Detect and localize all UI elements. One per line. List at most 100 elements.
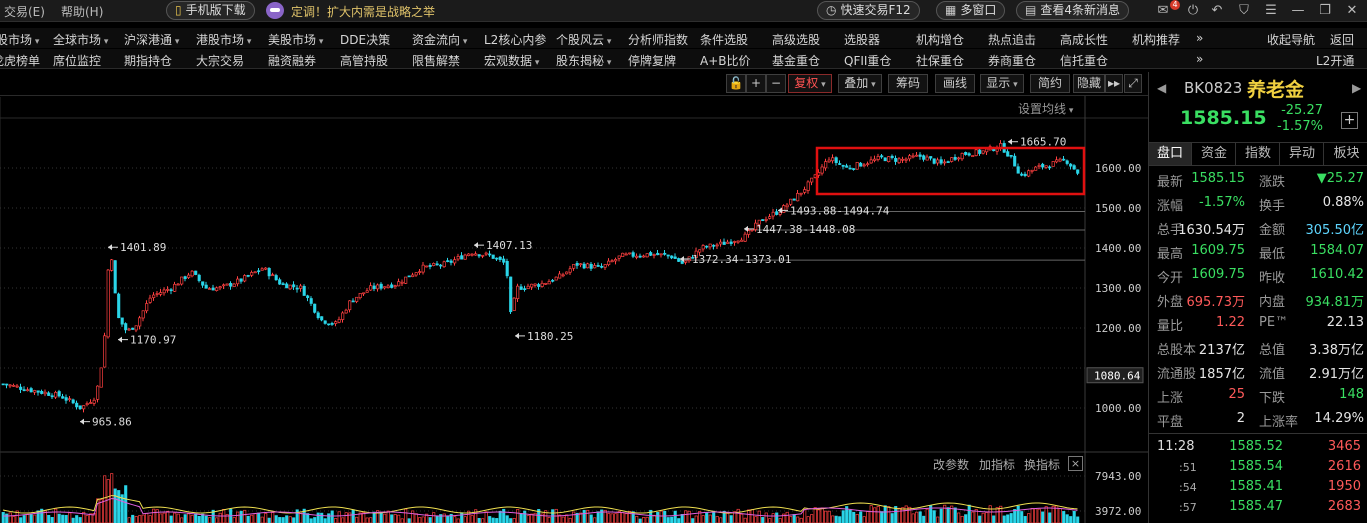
power-icon[interactable]: ⏻: [1187, 3, 1199, 18]
candle-body: [117, 293, 121, 319]
candle-body: [530, 283, 534, 288]
candle-body: [435, 263, 439, 266]
volume-bar: [400, 518, 404, 523]
nav-item[interactable]: 股市场: [0, 31, 39, 48]
volume-bar: [859, 511, 863, 523]
menu-help[interactable]: 帮助(H): [61, 5, 104, 19]
l2-open-link[interactable]: L2开通: [1316, 54, 1355, 68]
nav-item[interactable]: 期指持仓: [124, 54, 173, 68]
volume-bar: [19, 517, 23, 523]
volume-bar: [1051, 505, 1055, 523]
nav-item[interactable]: 宏观数据: [484, 52, 539, 69]
nav-item[interactable]: 选股器: [844, 33, 881, 47]
nav-item[interactable]: 席位监控: [53, 54, 102, 68]
nav-item[interactable]: 融资融券: [268, 54, 317, 68]
minimize-icon[interactable]: —: [1291, 3, 1305, 18]
next-stock-icon[interactable]: ▶: [1352, 81, 1362, 95]
tab-index[interactable]: 指数: [1237, 143, 1280, 165]
nav-item[interactable]: DDE决策: [340, 33, 391, 47]
volume-bar: [1002, 515, 1006, 523]
nav-item[interactable]: 龙虎榜单: [0, 54, 41, 68]
fast-forward-icon[interactable]: ▸▸: [1105, 74, 1123, 93]
zoom-in-button[interactable]: +: [746, 74, 766, 93]
nav-item[interactable]: L2核心内参: [484, 33, 547, 47]
candle-body: [194, 270, 198, 275]
candle-body: [253, 271, 257, 274]
tab-sector[interactable]: 板块: [1333, 146, 1360, 161]
headline-notice[interactable]: 定调！扩大内需是战略之举: [291, 5, 436, 19]
menu-trade[interactable]: 交易(E): [4, 5, 45, 19]
zoom-out-button[interactable]: −: [766, 74, 786, 93]
close-indicator-icon[interactable]: ×: [1068, 456, 1083, 471]
nav-item[interactable]: 券商重仓: [988, 54, 1037, 68]
close-icon[interactable]: ✕: [1346, 3, 1358, 18]
menu-icon[interactable]: ☰: [1265, 3, 1277, 18]
multi-window-button[interactable]: ▦ 多窗口: [936, 1, 1006, 20]
tab-pankou[interactable]: 盘口: [1149, 143, 1192, 165]
chips-button[interactable]: 筹码: [888, 74, 928, 93]
set-ma-button[interactable]: 设置均线: [1018, 100, 1073, 117]
back-button[interactable]: 返回: [1330, 33, 1355, 47]
candle-body: [222, 284, 226, 287]
add-indicator-button[interactable]: 加指标: [979, 458, 1016, 472]
tab-alerts[interactable]: 异动: [1281, 143, 1324, 165]
nav-item[interactable]: 机构增仓: [916, 33, 965, 47]
quick-trade-button[interactable]: ◷ 快速交易F12: [817, 1, 920, 20]
volume-bar: [344, 512, 348, 523]
volume-bar: [957, 512, 961, 523]
nav-item[interactable]: 基金重仓: [772, 54, 821, 68]
collapse-nav-button[interactable]: 收起导航: [1267, 33, 1316, 47]
switch-indicator-button[interactable]: 换指标: [1024, 458, 1061, 472]
nav-item[interactable]: 美股市场: [268, 31, 323, 48]
news-button[interactable]: ▤ 查看4条新消息: [1016, 1, 1129, 20]
nav-item[interactable]: 大宗交易: [196, 54, 245, 68]
expand-icon[interactable]: ⤢: [1124, 74, 1142, 93]
nav-item[interactable]: 沪深港通: [124, 31, 179, 48]
nav-item[interactable]: 高成长性: [1060, 33, 1109, 47]
adjust-price-button[interactable]: 复权: [788, 74, 832, 93]
display-button[interactable]: 显示: [980, 74, 1024, 93]
mobile-download-button[interactable]: ▯ 手机版下载: [166, 1, 255, 20]
nav-item[interactable]: 热点追击: [988, 33, 1037, 47]
kline-chart[interactable]: 1600.00 1500.00 1400.00 1300.00 1200.00 1000.…: [0, 0, 1148, 523]
nav-item[interactable]: A+B比价: [700, 54, 751, 68]
nav-item[interactable]: 全球市场: [53, 31, 108, 48]
shirt-icon[interactable]: ⛉: [1239, 3, 1249, 18]
nav-item[interactable]: 高级选股: [772, 33, 821, 47]
nav-item[interactable]: 港股市场: [196, 31, 251, 48]
candle-body: [15, 385, 19, 388]
volume-bar: [1044, 506, 1048, 523]
nav-item[interactable]: 限售解禁: [412, 54, 461, 68]
change-params-button[interactable]: 改参数: [933, 458, 970, 472]
add-watchlist-button[interactable]: +: [1341, 112, 1358, 129]
nav-item[interactable]: 股东揭秘: [556, 52, 611, 69]
nav-item[interactable]: 社保重仓: [916, 54, 965, 68]
back-icon[interactable]: ↶: [1211, 3, 1223, 18]
nav-item[interactable]: 个股风云: [556, 31, 611, 48]
volume-bar: [488, 516, 492, 523]
nav-more-button[interactable]: »: [1196, 31, 1204, 45]
lock-icon[interactable]: 🔓: [726, 74, 746, 93]
draw-line-button[interactable]: 画线: [935, 74, 975, 93]
simple-mode-button[interactable]: 简约: [1030, 74, 1070, 93]
assistant-robot-icon[interactable]: [266, 2, 284, 19]
nav-item[interactable]: 高管持股: [340, 54, 389, 68]
nav-more-button[interactable]: »: [1196, 52, 1204, 66]
nav-item[interactable]: 机构推荐: [1132, 33, 1181, 47]
prev-stock-icon[interactable]: ◀: [1157, 81, 1167, 95]
mail-icon[interactable]: ✉: [1157, 3, 1169, 18]
restore-icon[interactable]: ❐: [1319, 3, 1331, 18]
nav-item[interactable]: 停牌复牌: [628, 54, 677, 68]
hide-button[interactable]: 隐藏: [1073, 74, 1105, 93]
nav-item[interactable]: 条件选股: [700, 33, 749, 47]
quote-value: 1610.42: [1310, 267, 1364, 282]
volume-bar: [407, 518, 411, 523]
tab-funds[interactable]: 资金: [1193, 143, 1236, 165]
nav-item[interactable]: 资金流向: [412, 31, 467, 48]
nav-item[interactable]: 分析师指数: [628, 33, 689, 47]
candle-body: [806, 181, 810, 191]
overlay-button[interactable]: 叠加: [838, 74, 882, 93]
candle-body: [883, 157, 887, 162]
nav-item[interactable]: QFII重仓: [844, 54, 892, 68]
nav-item[interactable]: 信托重仓: [1060, 54, 1109, 68]
